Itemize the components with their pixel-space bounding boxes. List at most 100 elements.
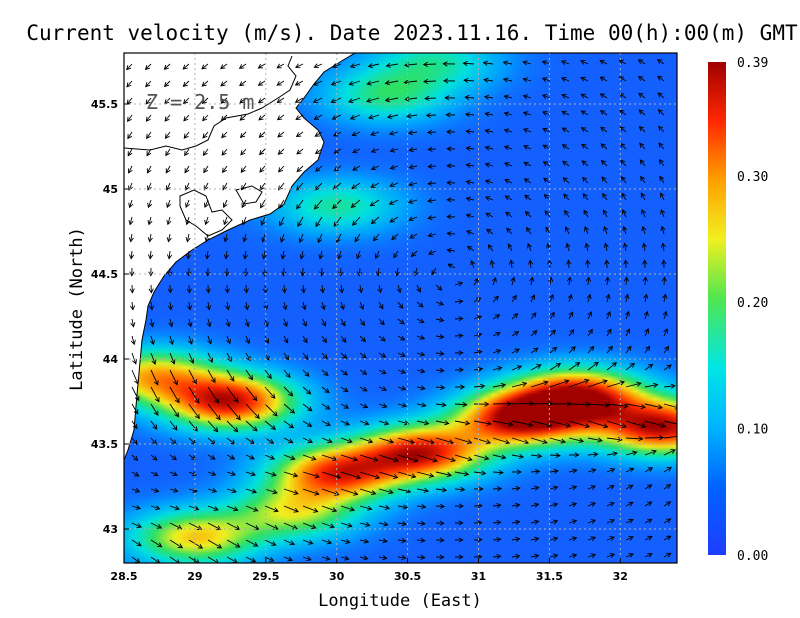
vector-arrow — [259, 148, 266, 155]
vector-arrow-head — [547, 259, 553, 265]
vector-arrow — [511, 277, 515, 286]
x-axis-label: Longitude (East) — [318, 591, 482, 611]
vector-arrow-head — [272, 411, 278, 417]
grid-lines — [124, 53, 677, 563]
vector-arrow — [606, 437, 622, 441]
vector-arrow-head — [465, 196, 471, 202]
vector-arrow-head — [347, 522, 353, 528]
vector-arrow — [245, 403, 260, 419]
vector-arrow-head — [584, 423, 591, 429]
vector-arrow — [168, 250, 171, 259]
vector-arrow — [188, 369, 197, 384]
vector-arrow-head — [313, 63, 319, 69]
vector-arrow-head — [153, 471, 159, 477]
vector-arrow — [222, 165, 228, 173]
vector-arrow — [264, 471, 277, 476]
vector-arrow — [549, 347, 557, 354]
vector-arrow — [340, 352, 347, 359]
vector-arrow-head — [351, 184, 357, 189]
vector-arrow-head — [502, 77, 509, 83]
vector-arrow — [169, 522, 182, 530]
vector-arrow-head — [369, 201, 375, 207]
vector-arrow — [473, 333, 482, 337]
vector-arrow — [126, 80, 133, 88]
vector-arrow-head — [582, 193, 588, 199]
vector-arrow — [504, 112, 513, 116]
vector-arrow-head — [130, 339, 136, 346]
vector-arrow — [169, 369, 178, 385]
vector-arrow — [352, 165, 361, 171]
vector-arrow — [331, 80, 342, 86]
vector-arrow — [302, 369, 310, 377]
vector-arrow-head — [186, 271, 192, 277]
vector-arrow-head — [549, 311, 555, 318]
vector-arrow-head — [225, 321, 231, 328]
vector-arrow-head — [344, 420, 350, 426]
vector-arrow-head — [241, 202, 247, 209]
vector-arrow-head — [265, 355, 270, 361]
vector-arrow-head — [206, 305, 212, 311]
vector-arrow-head — [566, 259, 572, 265]
vector-arrow — [658, 142, 665, 150]
vector-arrow-head — [324, 388, 330, 394]
vector-arrow-head — [484, 179, 491, 185]
vector-arrow — [169, 471, 178, 476]
vector-arrow-head — [257, 81, 264, 86]
vector-arrow-head — [503, 145, 510, 151]
vector-arrow-head — [465, 145, 471, 152]
vector-arrow — [378, 539, 388, 542]
vector-arrow-head — [289, 408, 296, 414]
vector-arrow — [663, 518, 671, 524]
vector-arrow-head — [571, 553, 578, 559]
vector-arrow-head — [458, 298, 464, 305]
vector-arrow — [226, 301, 229, 310]
vector-arrow-head — [241, 220, 247, 226]
vector-arrow-head — [388, 489, 394, 495]
vector-arrow-head — [612, 451, 618, 457]
vector-arrow — [264, 369, 272, 379]
vector-arrow-head — [257, 63, 263, 69]
vector-arrow — [131, 539, 142, 547]
vector-arrow — [207, 437, 216, 445]
vector-arrow — [226, 471, 236, 476]
vector-arrow-head — [201, 81, 207, 87]
vector-arrow-head — [496, 486, 503, 492]
vector-arrow-head — [389, 147, 396, 153]
vector-arrow-head — [496, 502, 502, 509]
vector-arrow-head — [299, 254, 305, 260]
vector-arrow — [466, 230, 475, 235]
vector-arrow — [348, 97, 361, 103]
vector-arrow — [321, 284, 324, 293]
vector-arrow-head — [638, 126, 644, 132]
vector-arrow-head — [565, 242, 571, 249]
vector-arrow — [504, 95, 513, 99]
vector-arrow — [587, 437, 603, 442]
vector-arrow-head — [642, 259, 648, 265]
vector-arrow — [644, 467, 653, 473]
vector-arrow — [619, 76, 627, 82]
vector-arrow — [148, 216, 152, 225]
vector-arrow-head — [314, 490, 320, 496]
vector-arrow — [511, 420, 533, 426]
colorbar-ticks: 0.000.100.200.300.39 — [737, 56, 768, 564]
vector-arrow — [295, 63, 304, 68]
vector-arrow — [416, 505, 426, 508]
vector-arrow — [239, 114, 247, 121]
vector-arrow — [416, 403, 426, 407]
vector-arrow-head — [136, 523, 142, 528]
vector-arrow — [245, 420, 258, 432]
vector-arrow — [416, 318, 425, 323]
vector-arrow-head — [213, 506, 219, 511]
vector-arrow — [169, 386, 180, 403]
vector-arrow — [640, 176, 646, 184]
vector-arrow-head — [503, 111, 510, 117]
vector-arrow-head — [641, 225, 647, 232]
vector-arrow-head — [174, 412, 180, 418]
vector-arrow — [350, 63, 361, 68]
vector-arrow-head — [296, 204, 301, 210]
x-axis-ticks: 28.5 29 29.5 30 30.5 31 31.5 32 — [110, 558, 628, 583]
vector-arrow — [302, 420, 312, 427]
vector-arrow — [504, 129, 513, 133]
vector-arrow — [188, 318, 192, 327]
vector-arrow-head — [396, 287, 402, 294]
